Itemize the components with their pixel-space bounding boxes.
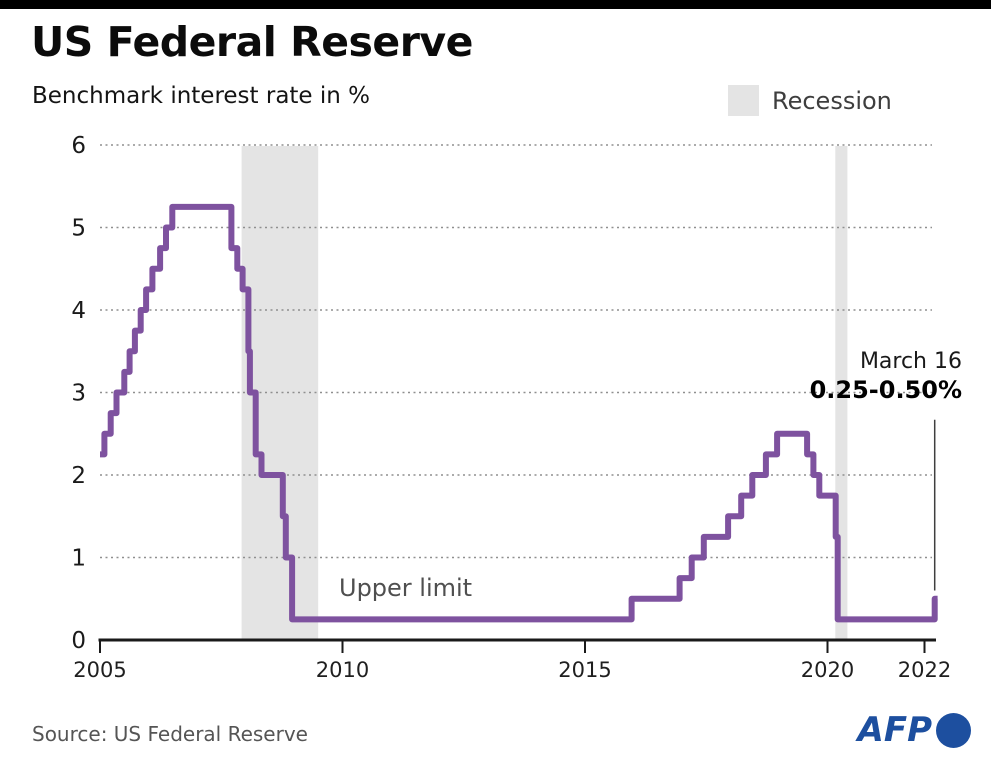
upper-limit-label: Upper limit	[339, 574, 473, 602]
x-tick-label: 2010	[316, 658, 369, 682]
x-tick-label: 2015	[558, 658, 611, 682]
callout-rate: 0.25-0.50%	[809, 375, 962, 404]
legend-recession-label: Recession	[772, 86, 892, 115]
source-credit: Source: US Federal Reserve	[32, 722, 308, 746]
y-tick-label: 6	[71, 133, 86, 159]
callout-date: March 16	[859, 349, 962, 374]
y-tick-label: 2	[71, 463, 86, 489]
chart-subtitle: Benchmark interest rate in %	[32, 83, 371, 109]
afp-logo: AFP	[858, 710, 971, 750]
y-tick-label: 4	[71, 298, 86, 324]
latest-rate-callout: March 16 0.25-0.50%	[810, 349, 962, 405]
legend: Recession	[728, 85, 892, 116]
y-tick-label: 5	[71, 216, 86, 242]
x-tick-label: 2022	[898, 658, 951, 682]
afp-logo-text: AFP	[857, 710, 932, 750]
y-tick-label: 3	[71, 381, 86, 407]
x-tick-label: 2005	[73, 658, 126, 682]
recession-swatch-icon	[728, 85, 759, 116]
y-tick-label: 0	[71, 628, 86, 654]
page-title: US Federal Reserve	[31, 18, 473, 66]
y-tick-label: 1	[71, 546, 86, 572]
rate-line	[100, 203, 938, 623]
top-accent-bar	[0, 0, 991, 9]
x-tick-label: 2020	[801, 658, 854, 682]
afp-logo-circle-icon	[936, 712, 971, 748]
